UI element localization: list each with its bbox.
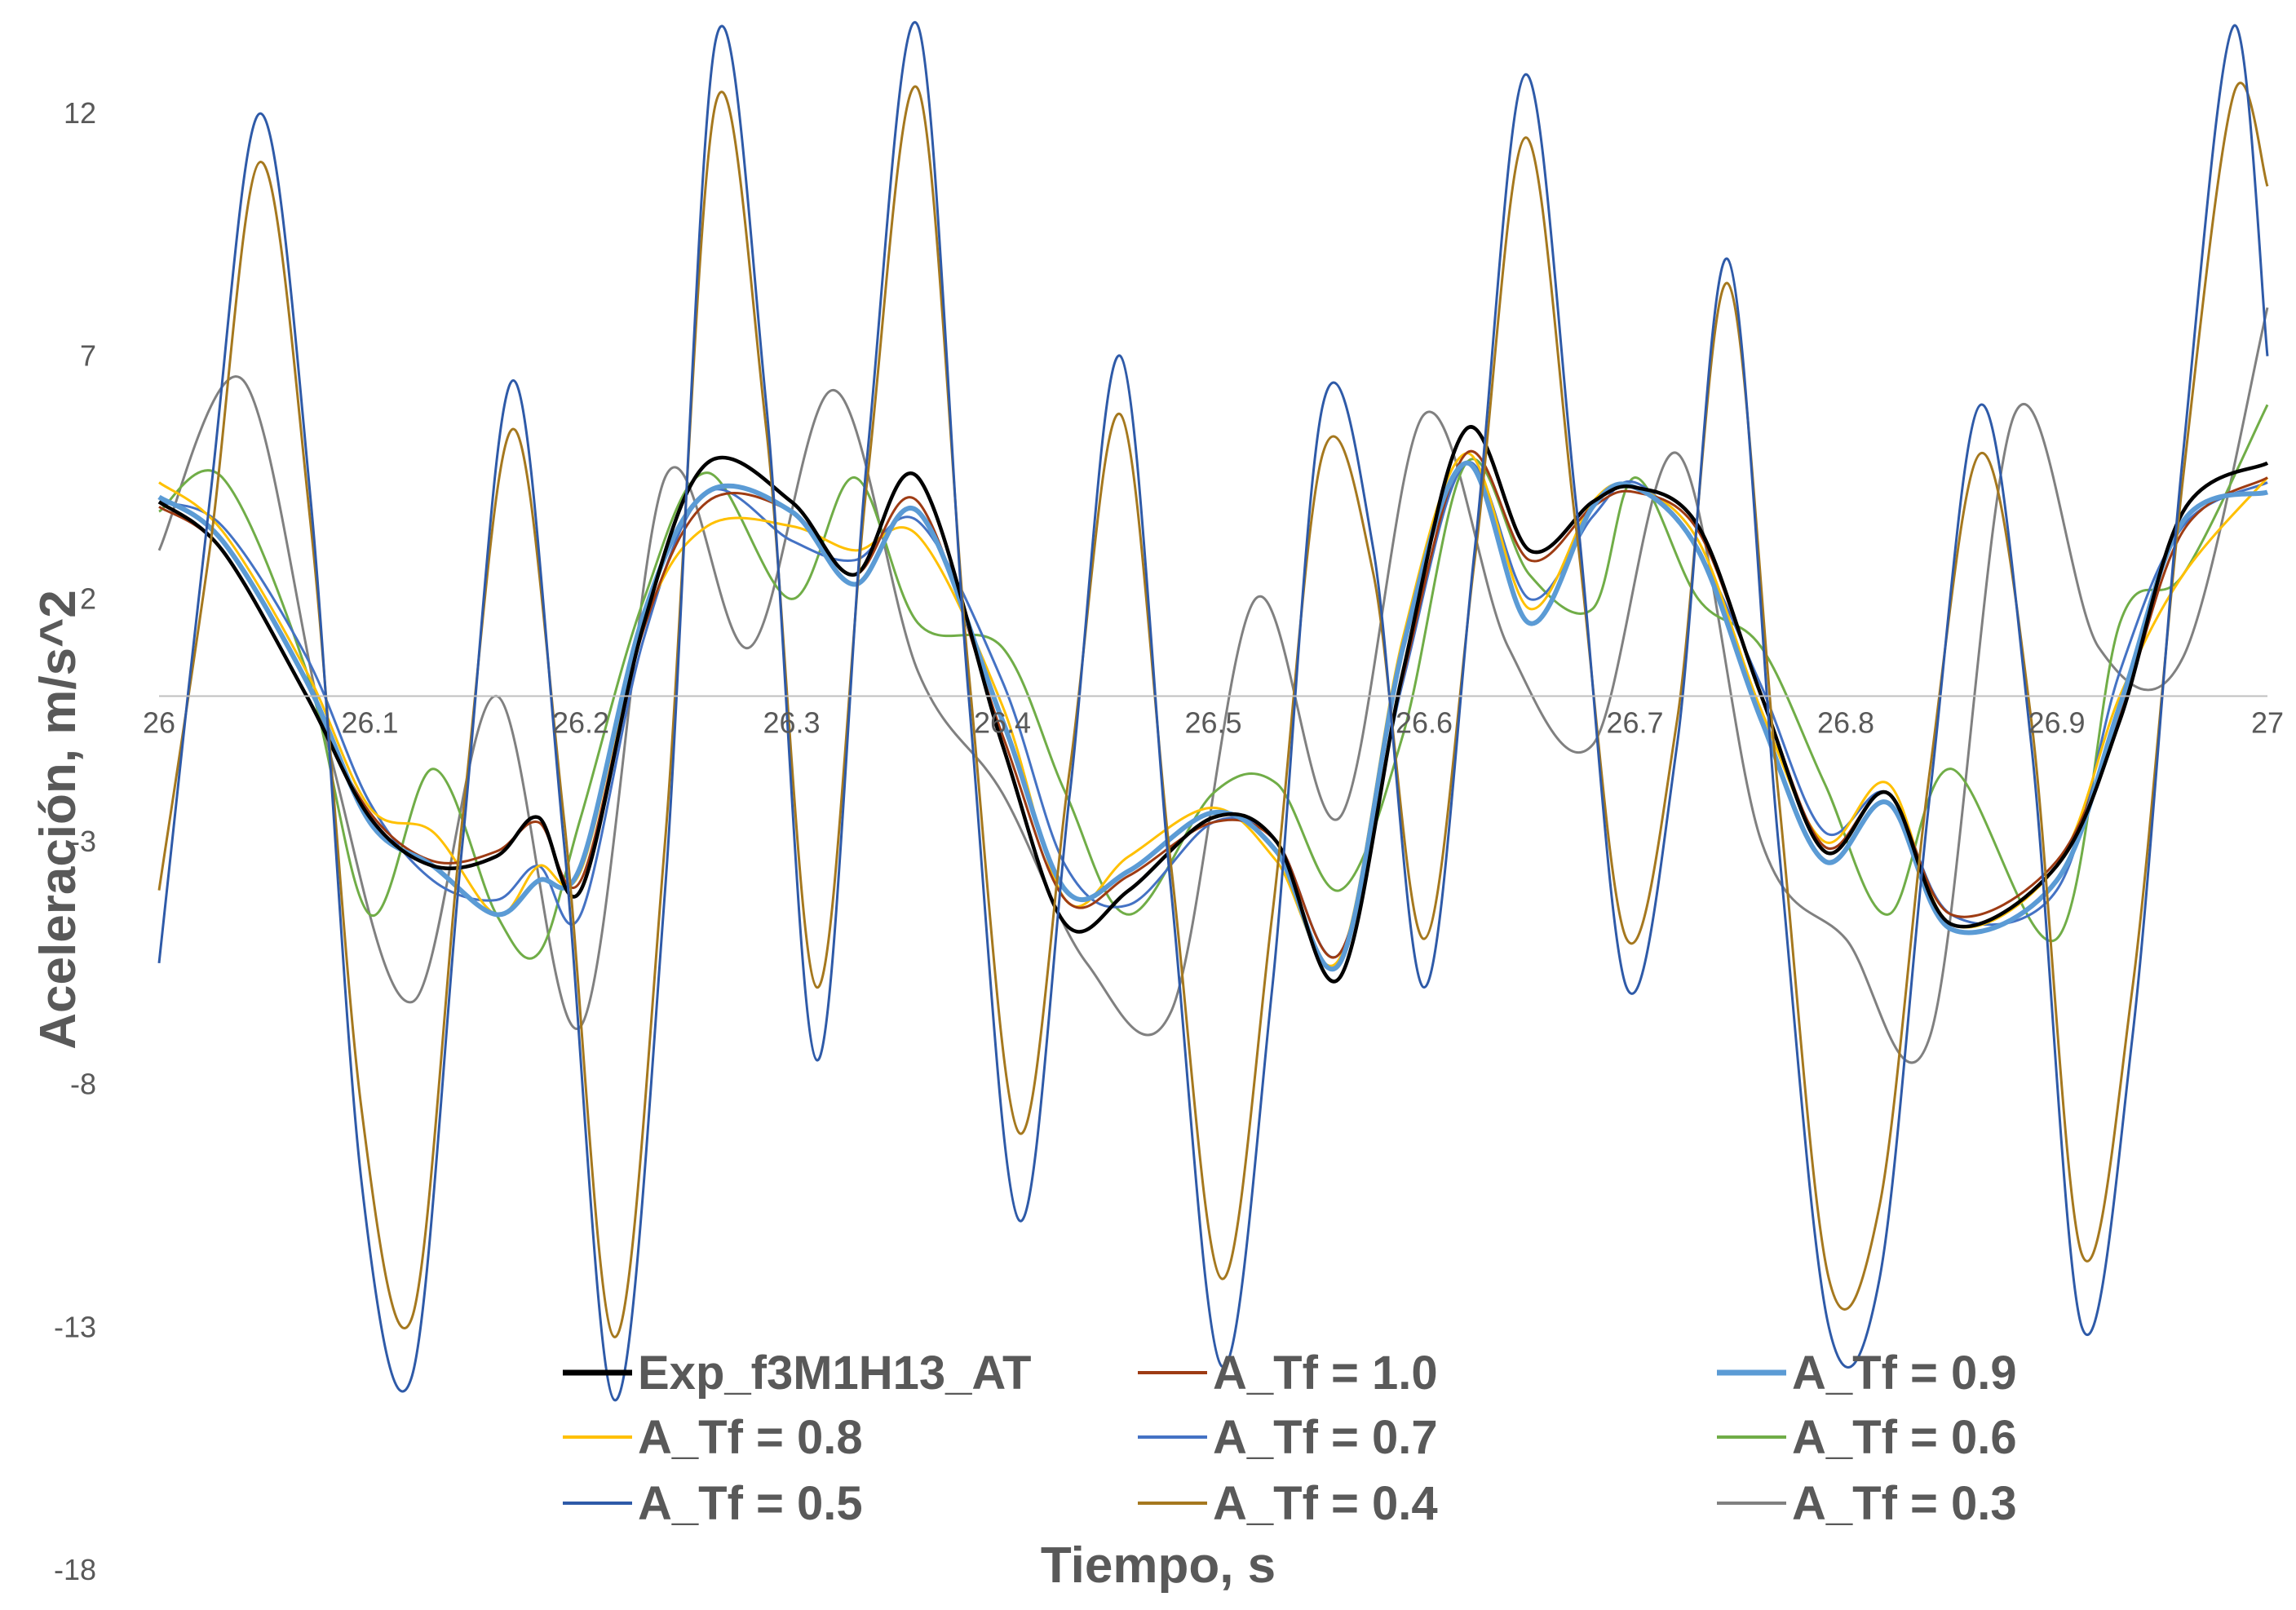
- series-line: [157, 82, 2269, 1338]
- legend-label: A_Tf = 0.5: [638, 1477, 863, 1530]
- y-tick-label: 7: [80, 339, 96, 373]
- x-axis-title: Tiempo, s: [1041, 1537, 1276, 1594]
- y-tick-label: -3: [70, 825, 96, 858]
- legend-label: A_Tf = 0.8: [638, 1411, 863, 1464]
- legend: Exp_f3M1H13_AT A_Tf = 1.0 A_Tf = 0.9 A_Tf =…: [563, 1347, 2017, 1530]
- legend-label: A_Tf = 0.3: [1792, 1477, 2017, 1530]
- y-tick-label: 2: [80, 582, 96, 615]
- legend-label: A_Tf = 0.6: [1792, 1411, 2017, 1464]
- x-tick-label: 27: [2251, 705, 2284, 739]
- y-axis-ticks: 12 7 2 -3 -8 -13 -18: [54, 96, 96, 1586]
- legend-label: A_Tf = 0.9: [1792, 1347, 2017, 1400]
- x-tick-label: 26.3: [763, 705, 820, 739]
- x-tick-label: 26.9: [2028, 705, 2085, 739]
- x-tick-label: 26: [143, 705, 175, 739]
- x-tick-label: 26.2: [552, 705, 609, 739]
- x-tick-label: 26.6: [1396, 705, 1453, 739]
- series-line: [157, 21, 2269, 1402]
- plot-area: [157, 21, 2269, 1402]
- series-line: [157, 460, 2268, 972]
- x-tick-label: 26.7: [1606, 705, 1663, 739]
- x-tick-label: 26.8: [1817, 705, 1874, 739]
- legend-label: A_Tf = 0.4: [1213, 1477, 1438, 1530]
- y-tick-label: -13: [54, 1310, 96, 1343]
- series-line: [157, 425, 2269, 984]
- series-line: [157, 307, 2269, 1064]
- x-tick-label: 26.1: [341, 705, 398, 739]
- series-line: [158, 452, 2269, 967]
- y-tick-label: -8: [70, 1068, 96, 1101]
- y-axis-title: Aceleración, m/s^2: [30, 590, 86, 1049]
- y-tick-label: -18: [54, 1553, 96, 1586]
- x-tick-label: 26.5: [1184, 705, 1241, 739]
- legend-label: A_Tf = 0.7: [1213, 1411, 1438, 1464]
- legend-label: A_Tf = 1.0: [1213, 1347, 1438, 1400]
- x-tick-label: 26.4: [974, 705, 1031, 739]
- y-tick-label: 12: [64, 96, 96, 130]
- x-axis: 26 26.1 26.2 26.3 26.4 26.5 26.6 26.7 26.8 26.9 27: [143, 695, 2284, 739]
- legend-label: Exp_f3M1H13_AT: [638, 1347, 1031, 1400]
